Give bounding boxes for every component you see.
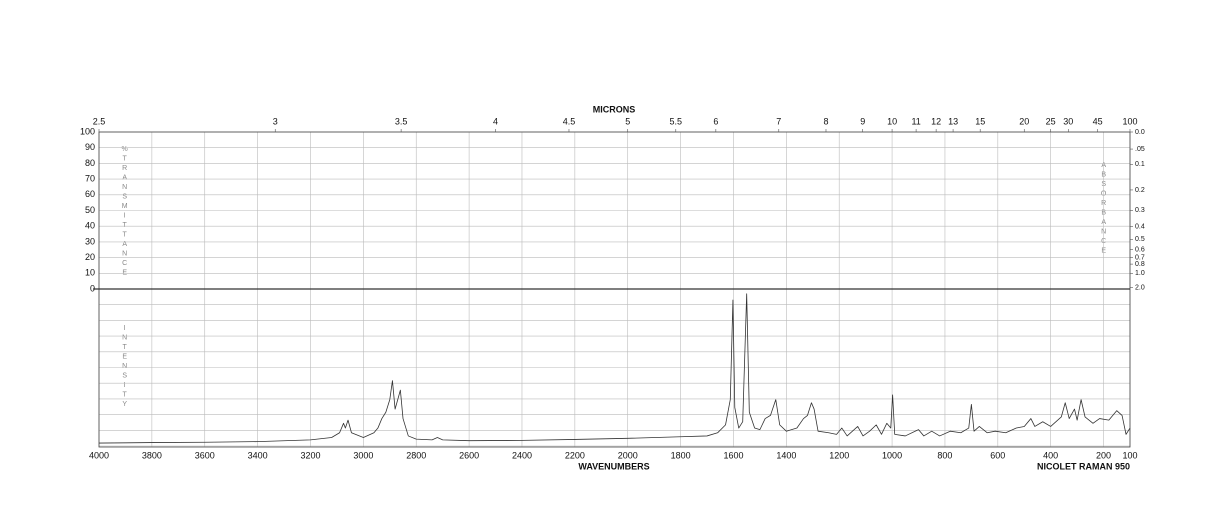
- x-tick-label: 2000: [618, 450, 638, 460]
- x-tick-label: 2600: [459, 450, 479, 460]
- x-tick-label: 800: [937, 450, 952, 460]
- x-tick-label: 400: [1043, 450, 1058, 460]
- y-tick-label: 100: [80, 126, 95, 136]
- y-tick-label: 20: [85, 252, 95, 262]
- y2-tick-label: 0.8: [1135, 261, 1145, 268]
- top-tick-label: 4: [493, 116, 498, 126]
- x-tick-label: 3800: [142, 450, 162, 460]
- x-tick-label: 2200: [565, 450, 585, 460]
- top-tick-label: 11: [911, 116, 920, 126]
- top-tick-label: 15: [975, 116, 985, 126]
- y2-tick-label: 0.4: [1135, 223, 1145, 230]
- top-tick-label: 2.5: [93, 116, 106, 126]
- y-tick-label: 60: [85, 189, 95, 199]
- top-tick-label: 6: [713, 116, 718, 126]
- y2-tick-label: 2.0: [1135, 284, 1145, 291]
- y-tick-label: 50: [85, 205, 95, 215]
- y-tick-label: 70: [85, 173, 95, 183]
- x-tick-label: 100: [1122, 450, 1137, 460]
- y2-tick-label: 0.7: [1135, 255, 1145, 262]
- y2-tick-label: 0.5: [1135, 236, 1145, 243]
- y-tick-label: 80: [85, 158, 95, 168]
- x-tick-label: 2400: [512, 450, 532, 460]
- top-tick-label: 25: [1046, 116, 1056, 126]
- top-axis-label: MICRONS: [593, 104, 636, 114]
- top-tick-label: 5.5: [670, 116, 683, 126]
- top-tick-label: 7: [776, 116, 781, 126]
- x-tick-label: 3400: [248, 450, 268, 460]
- y2-tick-label: .05: [1135, 146, 1145, 153]
- x-tick-label: 1800: [671, 450, 691, 460]
- y-tick-label: 10: [85, 268, 95, 278]
- y2-tick-label: 0.0: [1135, 129, 1145, 136]
- top-tick-label: 4.5: [563, 116, 576, 126]
- instrument-label: NICOLET RAMAN 950: [1037, 461, 1130, 471]
- y-tick-label: 90: [85, 142, 95, 152]
- top-tick-label: 9: [860, 116, 865, 126]
- y2-tick-label: 1.0: [1135, 270, 1145, 277]
- top-tick-label: 100: [1122, 116, 1137, 126]
- y-tick-label: 40: [85, 221, 95, 231]
- top-tick-label: 12: [931, 116, 941, 126]
- top-tick-label: 8: [823, 116, 828, 126]
- x-tick-label: 3600: [195, 450, 215, 460]
- left-label: %TRANSMITTANCE: [121, 146, 128, 279]
- x-tick-label: 2800: [406, 450, 426, 460]
- y2-tick-label: 0.3: [1135, 207, 1145, 214]
- top-tick-label: 3: [273, 116, 278, 126]
- x-tick-label: 4000: [89, 450, 109, 460]
- x-tick-label: 600: [990, 450, 1005, 460]
- spectrum-line: [98, 293, 1131, 444]
- x-tick-label: 200: [1096, 450, 1111, 460]
- x-tick-label: 1400: [776, 450, 796, 460]
- y2-tick-label: 0.2: [1135, 187, 1145, 194]
- top-tick-label: 13: [948, 116, 958, 126]
- top-tick-label: 10: [887, 116, 897, 126]
- x-tick-label: 1200: [829, 450, 849, 460]
- top-tick-label: 5: [625, 116, 630, 126]
- x-tick-label: 3000: [353, 450, 373, 460]
- x-tick-label: 3200: [300, 450, 320, 460]
- x-tick-label: 1600: [723, 450, 743, 460]
- x-tick-label: 1000: [882, 450, 902, 460]
- y-tick-label: 30: [85, 236, 95, 246]
- top-tick-label: 30: [1063, 116, 1073, 126]
- top-tick-label: 45: [1093, 116, 1103, 126]
- x-axis-label: WAVENUMBERS: [578, 461, 649, 471]
- top-tick-label: 20: [1019, 116, 1029, 126]
- y2-tick-label: 0.1: [1135, 161, 1145, 168]
- y2-tick-label: 0.6: [1135, 246, 1145, 253]
- y-tick-label: 0: [90, 283, 95, 293]
- top-tick-label: 3.5: [395, 116, 408, 126]
